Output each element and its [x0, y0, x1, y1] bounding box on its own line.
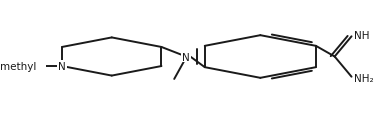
Text: NH₂: NH₂: [354, 73, 374, 83]
Text: methyl: methyl: [0, 61, 37, 71]
Text: N: N: [182, 52, 190, 62]
Text: N: N: [58, 61, 66, 71]
Text: NH: NH: [354, 31, 370, 41]
